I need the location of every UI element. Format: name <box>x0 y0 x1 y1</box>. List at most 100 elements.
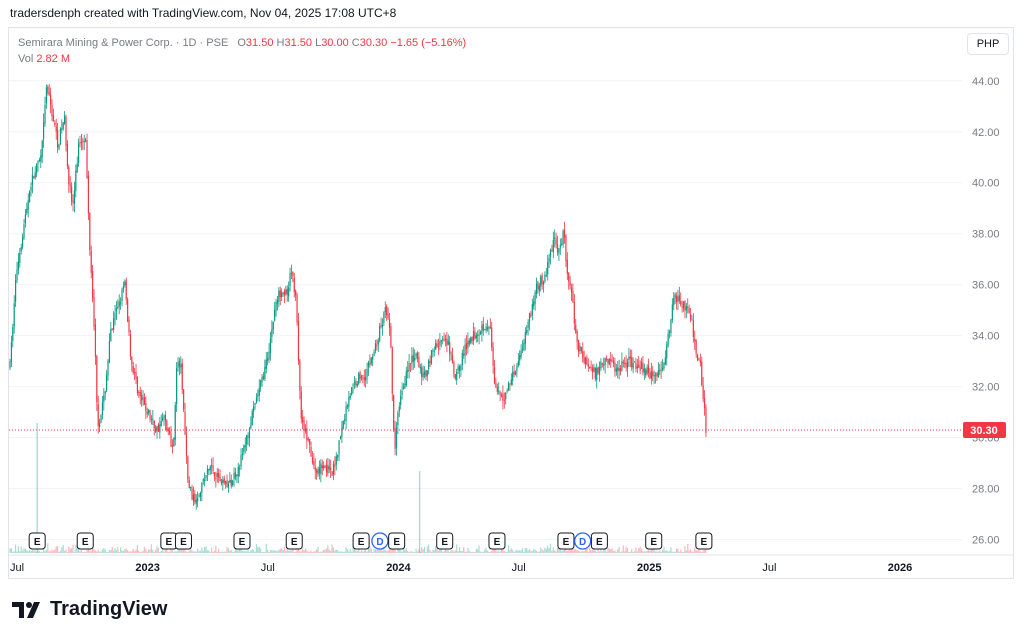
candle-body <box>624 362 626 364</box>
earnings-marker[interactable]: E <box>590 532 608 550</box>
volume-bar <box>314 551 316 553</box>
candle-body <box>407 370 409 372</box>
volume-bar <box>482 551 484 553</box>
candle-body <box>397 412 399 426</box>
candle-body <box>551 249 553 251</box>
earnings-marker-icon <box>695 532 713 550</box>
dividend-marker[interactable]: D <box>574 532 592 550</box>
volume-bar <box>649 550 651 553</box>
volume-bar <box>705 546 707 553</box>
volume-bar <box>55 546 57 553</box>
volume-bar <box>454 550 456 553</box>
volume-bar <box>86 549 88 553</box>
candle-body <box>636 366 638 369</box>
candle-body <box>677 296 679 302</box>
candle-body <box>460 365 462 371</box>
candle-body <box>75 170 77 191</box>
earnings-marker[interactable]: E <box>695 532 713 550</box>
earnings-marker[interactable]: E <box>285 532 303 550</box>
volume-bar <box>594 550 596 553</box>
candle-body <box>143 397 146 405</box>
volume-bar <box>394 549 396 553</box>
candle-body <box>398 406 400 412</box>
candle-body <box>69 184 71 186</box>
candle-body <box>351 387 353 395</box>
candle-body <box>556 244 559 253</box>
tradingview-logo[interactable]: TradingView <box>12 598 167 621</box>
earnings-marker[interactable]: E <box>160 532 178 550</box>
earnings-marker[interactable]: E <box>557 532 575 550</box>
candle-body <box>359 371 361 380</box>
volume-bar <box>527 550 529 553</box>
volume-bar <box>323 550 325 553</box>
earnings-marker[interactable]: E <box>352 532 370 550</box>
candle-body <box>295 290 297 296</box>
earnings-marker[interactable]: E <box>645 532 663 550</box>
volume-bar <box>332 547 335 553</box>
candle-body <box>184 411 186 435</box>
candle-body <box>68 166 70 185</box>
candle-body <box>666 344 668 359</box>
volume-bar <box>514 550 517 553</box>
volume-bar <box>345 547 347 553</box>
candle-body <box>372 356 374 360</box>
volume-bar <box>395 551 398 553</box>
earnings-marker[interactable]: E <box>174 532 192 550</box>
volume-bar <box>401 551 403 553</box>
volume-bar <box>577 550 580 553</box>
earnings-marker[interactable]: E <box>436 532 454 550</box>
candle-body <box>324 466 326 468</box>
volume-bar <box>677 548 679 553</box>
candle-body <box>190 487 192 489</box>
volume-bar <box>310 550 312 553</box>
candle-body <box>488 327 490 329</box>
candle-body <box>486 327 489 330</box>
candle-body <box>405 371 407 386</box>
volume-bar <box>299 551 301 553</box>
candle-body <box>306 428 308 441</box>
volume-bar <box>66 551 69 553</box>
volume-bar <box>402 547 405 553</box>
volume-bar <box>506 551 508 553</box>
earnings-marker-icon <box>436 532 454 550</box>
candle-body <box>211 465 213 467</box>
dividend-marker[interactable]: D <box>371 532 389 550</box>
candle-body <box>86 140 88 178</box>
candle-body <box>499 391 501 395</box>
volume-bar <box>415 548 417 553</box>
volume-bar <box>171 550 174 553</box>
candle-body <box>183 389 185 410</box>
candle-body <box>142 397 144 400</box>
volume-bar <box>229 550 231 553</box>
candle-body <box>605 358 608 360</box>
earnings-marker[interactable]: E <box>76 532 94 550</box>
candle-body <box>442 338 444 340</box>
currency-button[interactable]: PHP <box>967 33 1009 55</box>
volume-bar <box>167 551 169 553</box>
candle-body <box>241 453 244 455</box>
volume-bar <box>376 549 378 553</box>
volume-bar <box>635 547 637 553</box>
earnings-marker[interactable]: E <box>488 532 506 550</box>
candle-body <box>395 427 398 448</box>
volume-bar <box>468 550 470 553</box>
candle-body <box>124 281 126 286</box>
volume-bar <box>223 551 225 553</box>
earnings-marker[interactable]: E <box>233 532 251 550</box>
volume-bar <box>661 549 664 553</box>
volume-bar <box>22 550 24 553</box>
volume-bar <box>531 551 533 553</box>
earnings-marker-letter: E <box>180 537 187 548</box>
candle-body <box>429 360 431 364</box>
candle-body <box>544 274 546 282</box>
chart-frame[interactable] <box>8 27 1014 579</box>
candle-body <box>684 301 686 311</box>
candle-body <box>194 493 196 502</box>
volume-bar <box>209 551 211 553</box>
earnings-marker[interactable]: E <box>388 532 406 550</box>
earnings-marker[interactable]: E <box>28 532 46 550</box>
candle-body <box>31 174 34 186</box>
earnings-marker-letter: E <box>393 537 400 548</box>
candle-body <box>440 339 442 342</box>
